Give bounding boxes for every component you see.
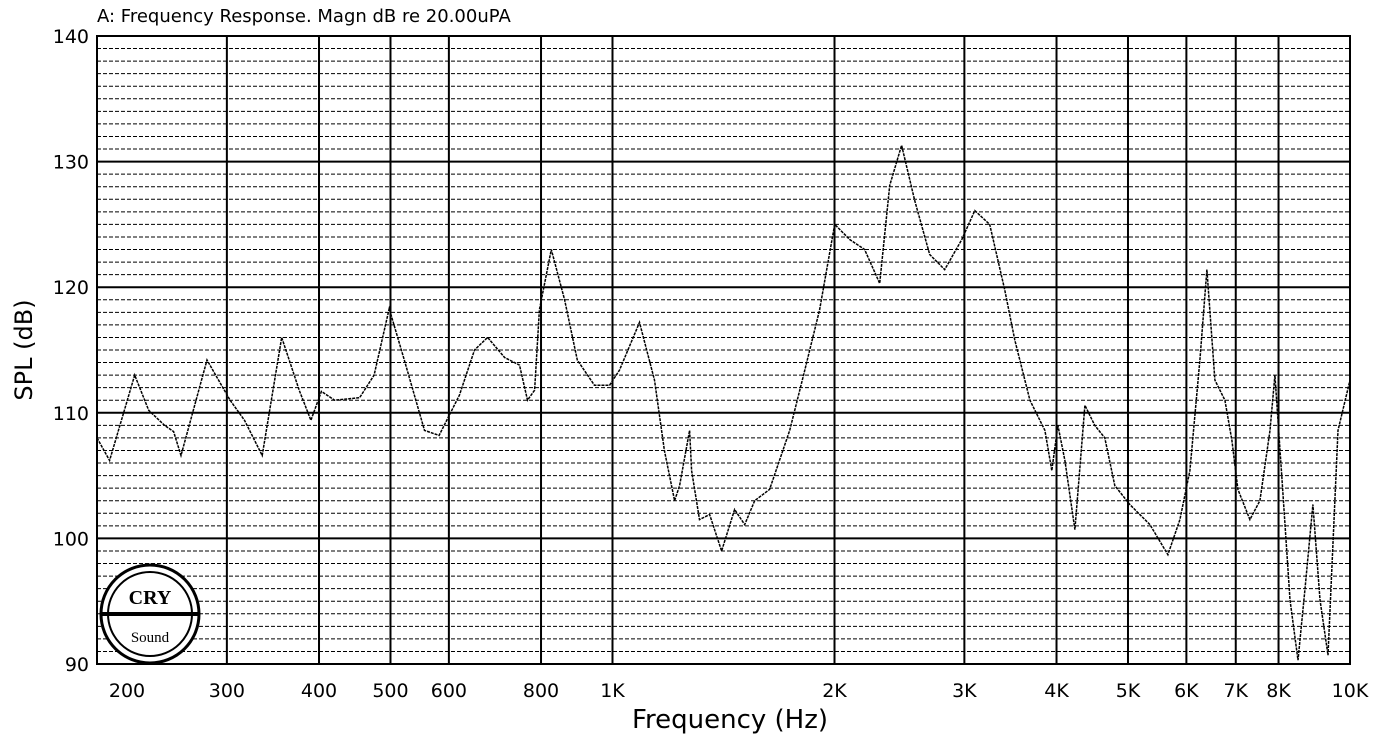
x-tick-label: 600 xyxy=(431,680,467,702)
y-tick-label: 140 xyxy=(53,26,89,48)
x-tick-label: 500 xyxy=(372,680,408,702)
x-tick-label: 10K xyxy=(1332,680,1369,702)
y-tick-label: 130 xyxy=(53,152,89,174)
x-tick-label: 400 xyxy=(301,680,337,702)
x-tick-label: 3K xyxy=(952,680,977,702)
x-tick-label: 4K xyxy=(1044,680,1069,702)
y-axis-label: SPL (dB) xyxy=(10,299,38,400)
x-tick-label: 2K xyxy=(822,680,847,702)
x-tick-label: 200 xyxy=(109,680,145,702)
x-tick-label: 7K xyxy=(1223,680,1248,702)
chart-title: A: Frequency Response. Magn dB re 20.00u… xyxy=(97,6,511,27)
line-series xyxy=(96,142,1351,661)
plot xyxy=(96,142,1351,661)
x-axis-label: Frequency (Hz) xyxy=(632,705,828,735)
logo-top: CRY xyxy=(129,587,172,609)
x-tick-label: 800 xyxy=(523,680,559,702)
logo-bottom: Sound xyxy=(131,630,170,646)
x-tick-label: 5K xyxy=(1116,680,1141,702)
y-tick-label: 120 xyxy=(53,277,89,299)
y-tick-label: 110 xyxy=(53,403,89,425)
plot-frame xyxy=(96,35,1351,665)
logo: CRY Sound xyxy=(99,563,201,665)
y-tick-label: 90 xyxy=(65,654,89,676)
x-tick-label: 6K xyxy=(1174,680,1199,702)
y-tick-label: 100 xyxy=(53,528,89,550)
x-tick-label: 8K xyxy=(1266,680,1291,702)
x-tick-label: 1K xyxy=(600,680,625,702)
x-tick-label: 300 xyxy=(209,680,245,702)
